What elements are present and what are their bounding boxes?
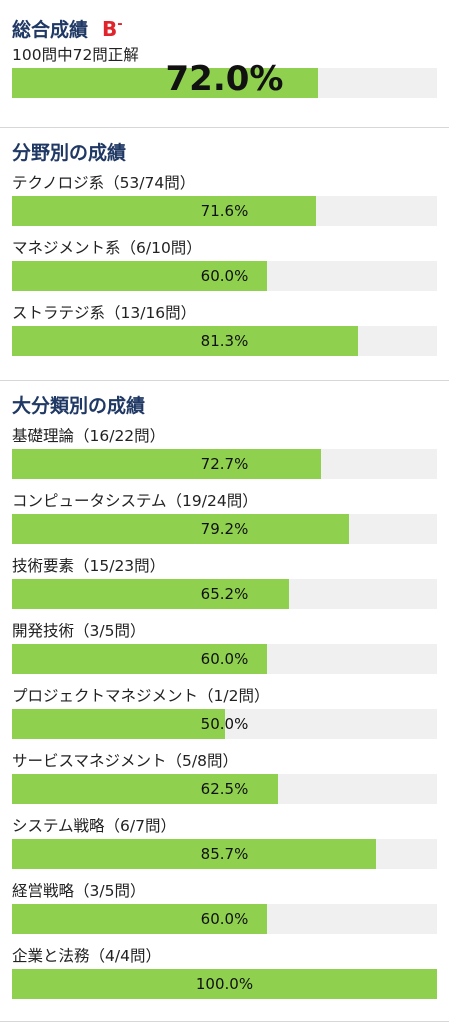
category-item: 経営戦略（3/5問） 60.0% [12, 878, 437, 934]
category-progress-fill [12, 839, 377, 869]
field-section: 分野別の成績 テクノロジ系（53/74問） 71.6% マネジメント系（6/10… [0, 128, 449, 381]
field-item-label: マネジメント系（6/10問） [12, 239, 202, 257]
field-title: 分野別の成績 [12, 142, 127, 164]
field-item: テクノロジ系（53/74問） 71.6% [12, 170, 437, 226]
category-list: 基礎理論（16/22問） 72.7% コンピュータシステム（19/24問） 79… [12, 423, 437, 999]
category-item-label: 技術要素（15/23問） [12, 557, 166, 575]
category-percent: 50.0% [200, 715, 249, 733]
category-progress-bar: 60.0% [12, 644, 437, 674]
category-progress-fill [12, 644, 267, 674]
grade-suffix: - [117, 17, 123, 32]
field-list: テクノロジ系（53/74問） 71.6% マネジメント系（6/10問） 60.0… [12, 170, 437, 356]
category-percent: 60.0% [200, 910, 249, 928]
category-section: 大分類別の成績 基礎理論（16/22問） 72.7% コンピュータシステム（19… [0, 381, 449, 1022]
category-item-label: 基礎理論（16/22問） [12, 427, 166, 445]
category-item: システム戦略（6/7問） 85.7% [12, 813, 437, 869]
field-progress-fill [12, 196, 317, 226]
category-progress-bar: 79.2% [12, 514, 437, 544]
field-item: ストラテジ系（13/16問） 81.3% [12, 300, 437, 356]
category-item-label: サービスマネジメント（5/8問） [12, 752, 238, 770]
category-percent: 72.7% [200, 455, 249, 473]
category-progress-bar: 85.7% [12, 839, 437, 869]
category-item-label: システム戦略（6/7問） [12, 817, 176, 835]
overall-label: 100問中72問正解 [12, 46, 139, 64]
category-percent: 65.2% [200, 585, 249, 603]
category-item: 基礎理論（16/22問） 72.7% [12, 423, 437, 479]
field-progress-bar: 60.0% [12, 261, 437, 291]
category-progress-bar: 60.0% [12, 904, 437, 934]
category-progress-fill [12, 709, 225, 739]
field-progress-fill [12, 261, 267, 291]
category-item: 企業と法務（4/4問） 100.0% [12, 943, 437, 999]
category-progress-bar: 72.7% [12, 449, 437, 479]
category-progress-bar: 100.0% [12, 969, 437, 999]
grade-badge: B- [102, 17, 123, 41]
field-percent: 81.3% [200, 332, 249, 350]
category-progress-bar: 50.0% [12, 709, 437, 739]
field-progress-fill [12, 326, 358, 356]
category-percent: 62.5% [200, 780, 249, 798]
category-item: 技術要素（15/23問） 65.2% [12, 553, 437, 609]
category-item-label: 経営戦略（3/5問） [12, 882, 146, 900]
category-item-label: プロジェクトマネジメント（1/2問） [12, 687, 270, 705]
field-percent: 60.0% [200, 267, 249, 285]
category-progress-bar: 65.2% [12, 579, 437, 609]
category-progress-fill [12, 579, 290, 609]
category-percent: 85.7% [200, 845, 249, 863]
overall-title: 総合成績 [12, 19, 89, 41]
category-item: コンピュータシステム（19/24問） 79.2% [12, 488, 437, 544]
category-progress-fill [12, 774, 278, 804]
category-progress-bar: 62.5% [12, 774, 437, 804]
overall-progress-bar: 72.0% [12, 62, 437, 98]
category-item-label: コンピュータシステム（19/24問） [12, 492, 258, 510]
field-item: マネジメント系（6/10問） 60.0% [12, 235, 437, 291]
category-progress-fill [12, 514, 349, 544]
overall-section: 総合成績 B- 100問中72問正解 72.0% [0, 0, 449, 128]
category-progress-fill [12, 904, 267, 934]
grade-letter: B [102, 17, 118, 41]
category-item-label: 企業と法務（4/4問） [12, 947, 161, 965]
category-progress-fill [12, 969, 437, 999]
category-percent: 79.2% [200, 520, 249, 538]
category-item: 開発技術（3/5問） 60.0% [12, 618, 437, 674]
field-item-label: ストラテジ系（13/16問） [12, 304, 197, 322]
category-title: 大分類別の成績 [12, 395, 146, 417]
overall-percent: 72.0% [165, 59, 284, 99]
overall-title-row: 総合成績 B- [12, 0, 437, 41]
field-progress-bar: 71.6% [12, 196, 437, 226]
category-percent: 60.0% [200, 650, 249, 668]
category-progress-fill [12, 449, 321, 479]
overall-progress-fill [12, 68, 318, 98]
field-item-label: テクノロジ系（53/74問） [12, 174, 196, 192]
field-percent: 71.6% [200, 202, 249, 220]
field-progress-bar: 81.3% [12, 326, 437, 356]
category-item: プロジェクトマネジメント（1/2問） 50.0% [12, 683, 437, 739]
category-percent: 100.0% [195, 975, 254, 993]
category-item: サービスマネジメント（5/8問） 62.5% [12, 748, 437, 804]
category-item-label: 開発技術（3/5問） [12, 622, 146, 640]
